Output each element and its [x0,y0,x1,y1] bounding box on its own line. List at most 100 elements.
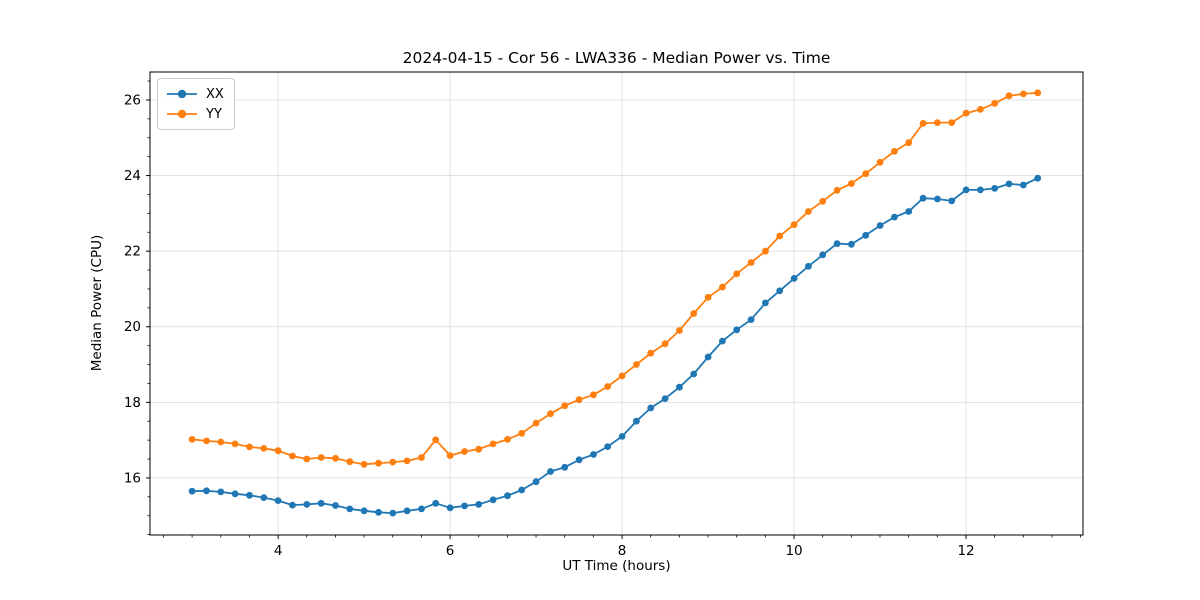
series-marker-XX [719,337,726,345]
series-marker-YY [633,361,640,368]
series-marker-XX [833,240,841,248]
series-marker-XX [690,370,698,378]
y-tick-label: 20 [124,319,141,335]
series-marker-YY [360,460,368,468]
series-marker-XX [504,492,511,500]
series-marker-YY [461,448,468,455]
series-marker-YY [188,436,196,443]
series-marker-YY [618,372,626,380]
series-marker-XX [303,501,311,508]
series-marker-XX [1005,180,1013,188]
series-marker-YY [475,445,483,453]
series-marker-YY [1005,92,1013,100]
series-marker-XX [317,499,325,507]
series-marker-YY [575,396,583,404]
series-marker-XX [446,504,454,512]
series-marker-XX [633,417,640,425]
series-marker-XX [618,433,626,440]
series-marker-YY [260,445,268,452]
series-marker-YY [790,221,798,229]
series-marker-XX [604,443,612,450]
series-marker-YY [776,232,784,240]
series-marker-YY [991,100,999,107]
series-marker-YY [504,436,511,443]
series-marker-YY [676,327,683,334]
series-marker-YY [704,293,712,301]
series-marker-XX [1020,181,1027,189]
series-marker-YY [346,458,354,466]
series-line-YY [192,91,1038,466]
series-marker-YY [274,447,282,455]
series-marker-YY [217,438,225,446]
series-marker-YY [332,454,339,462]
series-marker-XX [590,451,597,458]
plot-border [149,71,1084,536]
series-marker-YY [876,158,884,166]
series-marker-YY [905,139,913,147]
series-marker-XX [231,490,239,498]
series-marker-YY [833,186,841,194]
series-marker-YY [389,458,397,466]
series-marker-XX [919,194,927,202]
series-marker-XX [418,505,425,513]
series-marker-YY [747,259,755,266]
series-marker-XX [274,497,282,504]
series-marker-XX [848,240,855,248]
series-marker-YY [231,440,239,448]
series-marker-YY [919,120,927,127]
series-marker-XX [762,299,769,307]
series-marker-XX [977,186,984,194]
series-marker-XX [790,275,798,282]
x-tick-label: 8 [618,543,627,559]
series-marker-YY [962,109,970,117]
series-marker-YY [403,457,411,465]
series-marker-YY [977,106,984,113]
series-marker-XX [332,502,339,509]
series-marker-YY [375,459,382,467]
series-marker-YY [934,119,941,126]
series-marker-YY [532,419,540,427]
series-line-XX [192,177,1039,514]
series-marker-XX [776,287,784,295]
y-tick-label: 26 [124,92,141,108]
series-marker-XX [246,491,253,499]
series-marker-YY [317,454,325,461]
series-marker-XX [203,487,210,495]
series-marker-XX [704,353,712,361]
series-marker-YY [819,197,827,205]
series-marker-YY [547,410,554,418]
series-marker-XX [389,509,397,517]
legend-item-yy: YY [166,104,224,124]
series-marker-YY [561,402,569,410]
series-marker-YY [418,454,425,461]
series-marker-XX [217,488,225,496]
series-marker-YY [489,440,497,448]
x-axis-label: UT Time (hours) [562,558,671,574]
series-marker-YY [432,436,440,444]
series-marker-YY [303,455,311,463]
series-marker-XX [532,478,540,486]
series-marker-YY [446,452,454,459]
series-marker-XX [747,316,755,323]
series-marker-YY [733,270,741,278]
series-marker-XX [461,502,468,510]
series-marker-XX [547,468,554,475]
series-marker-YY [948,119,956,126]
legend-item-xx: XX [166,84,224,104]
series-marker-XX [805,262,812,270]
series-marker-XX [1034,174,1042,182]
y-tick-label: 24 [124,168,141,184]
series-marker-YY [604,383,612,390]
series-marker-YY [1020,90,1027,98]
series-marker-YY [762,247,769,255]
series-marker-YY [246,443,253,451]
series-marker-YY [690,310,698,317]
series-marker-XX [188,487,196,495]
series-marker-XX [475,501,483,508]
series-marker-XX [289,501,296,509]
series-marker-XX [934,195,941,203]
y-tick-label: 16 [124,470,141,486]
series-marker-YY [289,452,296,460]
series-marker-YY [661,340,669,348]
